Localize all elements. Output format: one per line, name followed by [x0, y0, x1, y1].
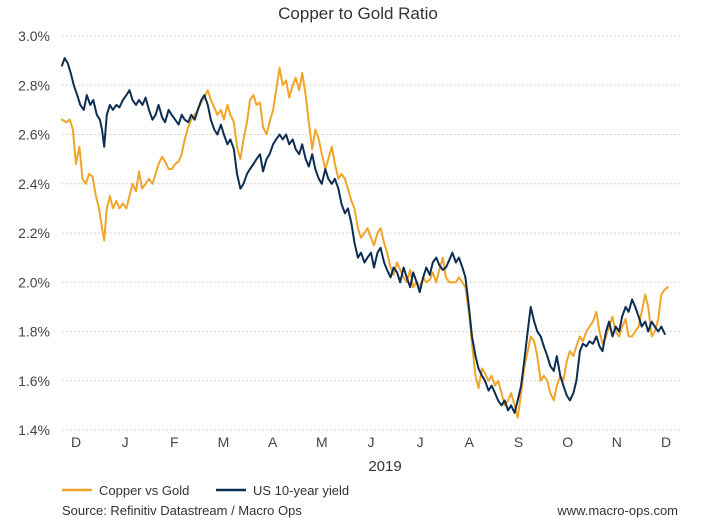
x-tick-label: O [562, 434, 573, 450]
x-tick-label: J [122, 434, 129, 450]
y-tick-label: 1.8% [18, 324, 50, 340]
y-tick-label: 2.8% [18, 77, 50, 93]
y-tick-label: 3.0% [18, 28, 50, 44]
legend-label-copper-vs-gold: Copper vs Gold [99, 483, 189, 498]
legend-label-us-10-year-yield: US 10-year yield [253, 483, 349, 498]
x-tick-label: J [368, 434, 375, 450]
x-tick-label: A [465, 434, 475, 450]
x-tick-label: F [170, 434, 179, 450]
y-tick-label: 2.6% [18, 127, 50, 143]
website-link[interactable]: www.macro-ops.com [556, 503, 678, 518]
source-note: Source: Refinitiv Datastream / Macro Ops [62, 503, 302, 518]
x-tick-label: M [218, 434, 230, 450]
x-tick-label: D [71, 434, 81, 450]
x-axis-year-label: 2019 [368, 458, 401, 475]
series-line-copper-vs-gold [61, 67, 669, 419]
legend: Copper vs Gold US 10-year yield [62, 483, 349, 498]
y-tick-label: 1.6% [18, 373, 50, 389]
y-tick-label: 2.0% [18, 274, 50, 290]
y-tick-label: 1.4% [18, 422, 50, 438]
series-line-us-10-year-yield [61, 57, 666, 414]
y-axis-ticks: 1.4% 1.6% 1.8% 2.0% 2.2% 2.4% 2.6% 2.8% 3.0% [18, 28, 50, 438]
y-tick-label: 2.4% [18, 176, 50, 192]
x-tick-label: S [514, 434, 523, 450]
series-lines [61, 57, 669, 419]
x-tick-label: A [268, 434, 278, 450]
x-tick-label: M [316, 434, 328, 450]
x-tick-label: N [612, 434, 622, 450]
chart-title: Copper to Gold Ratio [278, 4, 438, 23]
x-tick-label: J [417, 434, 424, 450]
gridlines [62, 35, 680, 431]
y-tick-label: 2.2% [18, 225, 50, 241]
x-tick-label: D [661, 434, 671, 450]
